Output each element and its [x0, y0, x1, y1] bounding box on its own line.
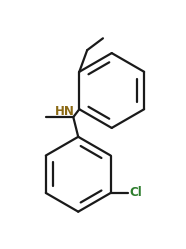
Text: Cl: Cl: [129, 187, 142, 199]
Text: HN: HN: [54, 105, 74, 118]
